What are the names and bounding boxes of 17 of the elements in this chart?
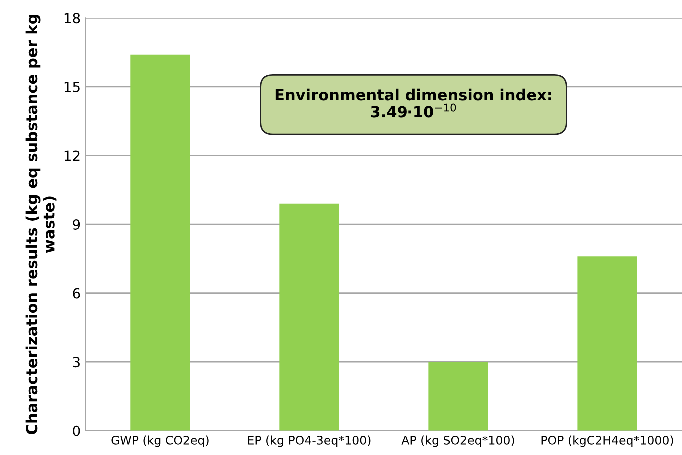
x-tick-label: POP (kgC2H4eq*1000) xyxy=(542,436,674,448)
y-tick-label: 15 xyxy=(64,82,80,92)
x-tick-label: EP (kg PO4-3eq*100) xyxy=(248,436,371,448)
y-tick-label: 3 xyxy=(73,357,80,368)
bar xyxy=(130,54,190,431)
bar xyxy=(428,362,488,431)
y-tick-label: 6 xyxy=(73,288,80,299)
y-tick-label: 18 xyxy=(64,13,80,24)
y-tick-label: 0 xyxy=(73,426,80,436)
y-axis-title: Characterization results (kg eq substance per kg waste) xyxy=(26,15,57,435)
x-tick-label: GWP (kg CO2eq) xyxy=(112,436,209,448)
bar xyxy=(578,256,638,431)
bar xyxy=(280,204,340,431)
y-tick-label: 12 xyxy=(64,150,80,162)
annotation: Environmental dimension index: 3.49·10$^{−10}$ xyxy=(276,88,552,118)
y-tick-label: 9 xyxy=(73,220,80,230)
x-tick-label: AP (kg SO2eq*100) xyxy=(402,436,514,448)
